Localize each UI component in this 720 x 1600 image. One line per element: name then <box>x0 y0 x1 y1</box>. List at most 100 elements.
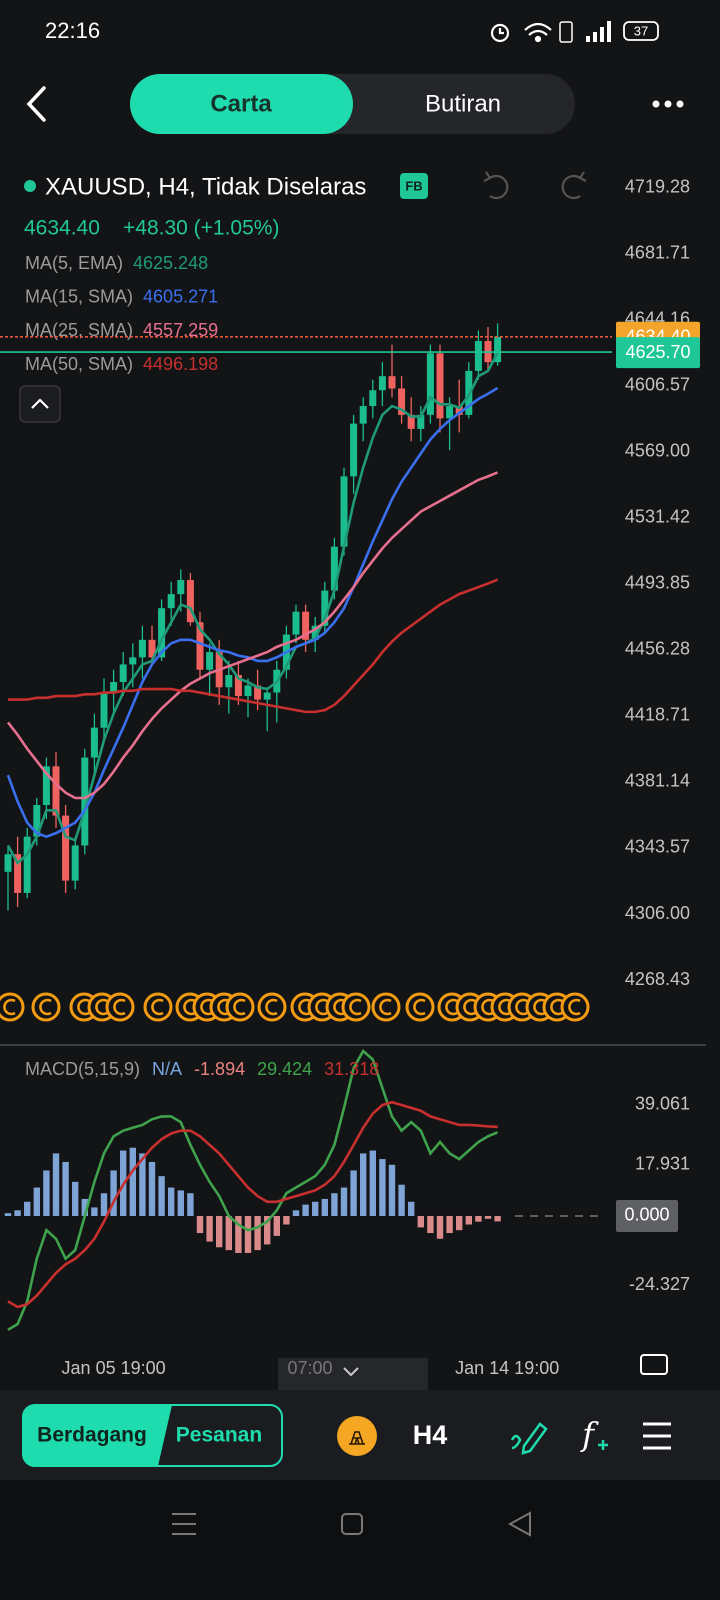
legend-value: 4496.198 <box>143 354 218 374</box>
histogram-bar <box>398 1184 405 1216</box>
histogram-bar <box>475 1215 482 1222</box>
collapse-button[interactable] <box>19 385 61 423</box>
macd-legend-value: 29.424 <box>257 1059 312 1079</box>
y-tick-label: 4306.00 <box>625 903 690 923</box>
battery-level: 37 <box>634 23 648 38</box>
event-marker <box>560 992 590 1022</box>
nav-home[interactable] <box>341 1513 363 1535</box>
candle-body <box>177 580 185 595</box>
event-glyph <box>568 998 581 1016</box>
candle-body <box>100 692 108 728</box>
histogram-bar <box>110 1170 117 1216</box>
event-glyph <box>183 998 196 1016</box>
gold-bars <box>349 1431 365 1445</box>
x-tick-label: Jan 05 19:00 <box>62 1358 166 1378</box>
signal-bar <box>607 21 611 42</box>
y-tick-label: 4719.28 <box>625 176 690 196</box>
candle-body <box>417 414 425 429</box>
price-tag <box>616 337 700 369</box>
status-time: 22:16 <box>45 18 100 43</box>
tab-label[interactable]: Carta <box>210 90 272 117</box>
histogram-bar <box>206 1215 213 1242</box>
candle-body <box>244 685 252 697</box>
event-marker <box>341 992 371 1022</box>
histogram-bar <box>264 1215 271 1245</box>
histogram-bar <box>312 1201 319 1216</box>
histogram-bar <box>148 1161 156 1216</box>
more-button[interactable] <box>652 100 684 108</box>
event-glyph <box>533 998 546 1016</box>
histogram-bar <box>369 1150 376 1216</box>
histogram-bar <box>465 1215 472 1225</box>
candle-body <box>234 674 242 697</box>
candle-body <box>196 622 204 670</box>
timeframe[interactable]: H4 <box>413 1420 448 1450</box>
event-marker <box>225 992 255 1022</box>
histogram-bar <box>273 1215 280 1236</box>
candle-body <box>42 766 50 806</box>
nav-back[interactable] <box>507 1511 531 1537</box>
event-glyph <box>498 998 511 1016</box>
histogram-bar <box>168 1187 175 1216</box>
histogram-bar <box>456 1215 463 1231</box>
histogram-bar <box>254 1215 261 1251</box>
histogram-bar <box>14 1210 21 1216</box>
candle-body <box>138 639 146 658</box>
redo-button[interactable] <box>561 171 587 200</box>
legend-name: MA(25, SMA) <box>25 320 133 340</box>
y-tick-label: 4343.57 <box>625 837 690 857</box>
histogram-bar <box>321 1198 328 1216</box>
draw-tool[interactable] <box>510 1422 548 1455</box>
wifi-icon <box>524 22 552 36</box>
y-tick-label: 4681.71 <box>625 242 690 262</box>
macd-plot: 39.061 17.931 0.000 -24.327 Jan 05 19:00 Jan … <box>4 1048 690 1378</box>
event-marker <box>405 992 435 1022</box>
fullscreen-button[interactable] <box>640 1354 668 1375</box>
signal-bar <box>586 36 590 42</box>
histogram-bar <box>340 1187 348 1216</box>
candle-body <box>62 815 70 881</box>
legend-value: 4557.259 <box>143 320 218 340</box>
candle-body <box>254 685 262 700</box>
candle-body <box>359 406 367 424</box>
trade-label[interactable]: Berdagang <box>37 1424 147 1447</box>
back-button[interactable] <box>26 86 46 122</box>
event-glyph <box>151 998 164 1016</box>
gold-icon[interactable] <box>337 1416 377 1456</box>
histogram-bar <box>360 1153 367 1216</box>
alarm-icon <box>490 23 510 43</box>
battery <box>623 21 659 41</box>
histogram-bar <box>494 1215 501 1222</box>
tab-label[interactable]: Butiran <box>425 90 501 117</box>
histogram-bar <box>4 1213 12 1216</box>
candle-body <box>455 406 463 415</box>
histogram-bar <box>52 1153 60 1216</box>
event-glyph <box>379 998 392 1016</box>
macd-legend-value: 31.318 <box>324 1059 379 1079</box>
chevron <box>31 398 49 409</box>
undo-button[interactable] <box>483 171 509 200</box>
dot <box>676 100 684 108</box>
y-tick-label: 0.000 <box>624 1205 669 1225</box>
candle-body <box>350 423 358 477</box>
legend-name: MA(5, EMA) <box>25 253 123 273</box>
badge-label: FB <box>405 178 422 193</box>
y-tick-label: 4381.14 <box>625 771 690 791</box>
volte-icon <box>559 21 573 43</box>
alarm-hand <box>498 28 504 35</box>
nav-recent[interactable] <box>172 1513 196 1535</box>
trade-button[interactable] <box>23 1405 172 1466</box>
ma-line <box>6 471 499 800</box>
event-glyph <box>333 998 346 1016</box>
candle-body <box>369 390 377 407</box>
histogram-bar <box>225 1215 232 1251</box>
histogram-bar <box>158 1176 165 1216</box>
orders-label[interactable]: Pesanan <box>176 1424 262 1447</box>
histogram-bar <box>235 1215 242 1253</box>
menu-button[interactable] <box>643 1422 671 1450</box>
event-glyph <box>413 998 426 1016</box>
tab-active[interactable] <box>130 74 353 134</box>
